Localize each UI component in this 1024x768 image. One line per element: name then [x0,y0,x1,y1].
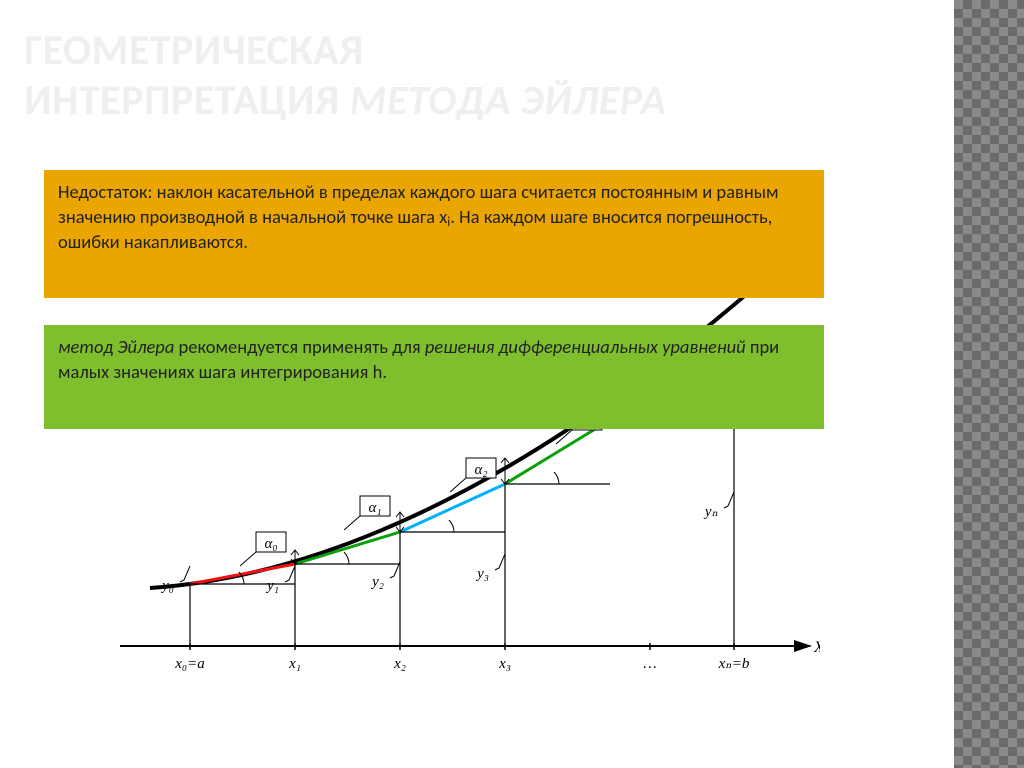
svg-text:yₙ: yₙ [703,504,718,520]
slide-title: Геометрическая интерпретация метода Эйле… [24,26,844,125]
recommendation-box: метод Эйлера рекомендуется применять для… [44,325,824,429]
svg-text:xₙ=b: xₙ=b [718,656,750,672]
title-line1: Геометрическая [24,25,364,76]
svg-text:x₁: x₁ [288,656,301,672]
checker-sidebar [954,0,1024,768]
svg-text:α₀: α₀ [264,536,277,552]
svg-text:y₀: y₀ [160,578,174,594]
svg-text:x₂: x₂ [393,656,406,672]
svg-text:X: X [813,639,820,656]
svg-text:α₂: α₂ [474,462,487,478]
svg-text:x₀=a: x₀=a [174,656,205,672]
svg-text:α₁: α₁ [368,500,381,516]
rec-b: рекомендуется применять для [174,335,425,358]
svg-text:x₃: x₃ [498,656,511,672]
slide: Xx₀=ax₁x₂x₃…xₙ=by₀y₁y₂y₃yₙα₀α₁α₂α₃ Геоме… [0,0,1024,768]
drawback-box: Недостаток: наклон касательной в предела… [44,170,824,298]
rec-c: решения дифференциальных уравнений [425,335,746,358]
title-line2a: интерпретация [24,75,350,126]
svg-text:y₂: y₂ [370,574,384,590]
svg-text:y₃: y₃ [475,566,489,582]
rec-a: метод Эйлера [58,335,174,358]
svg-text:…: … [643,656,656,672]
title-line2b: метода Эйлера [350,75,667,126]
svg-text:y₁: y₁ [265,578,279,594]
drawback-text: Недостаток: наклон касательной в предела… [58,180,779,253]
